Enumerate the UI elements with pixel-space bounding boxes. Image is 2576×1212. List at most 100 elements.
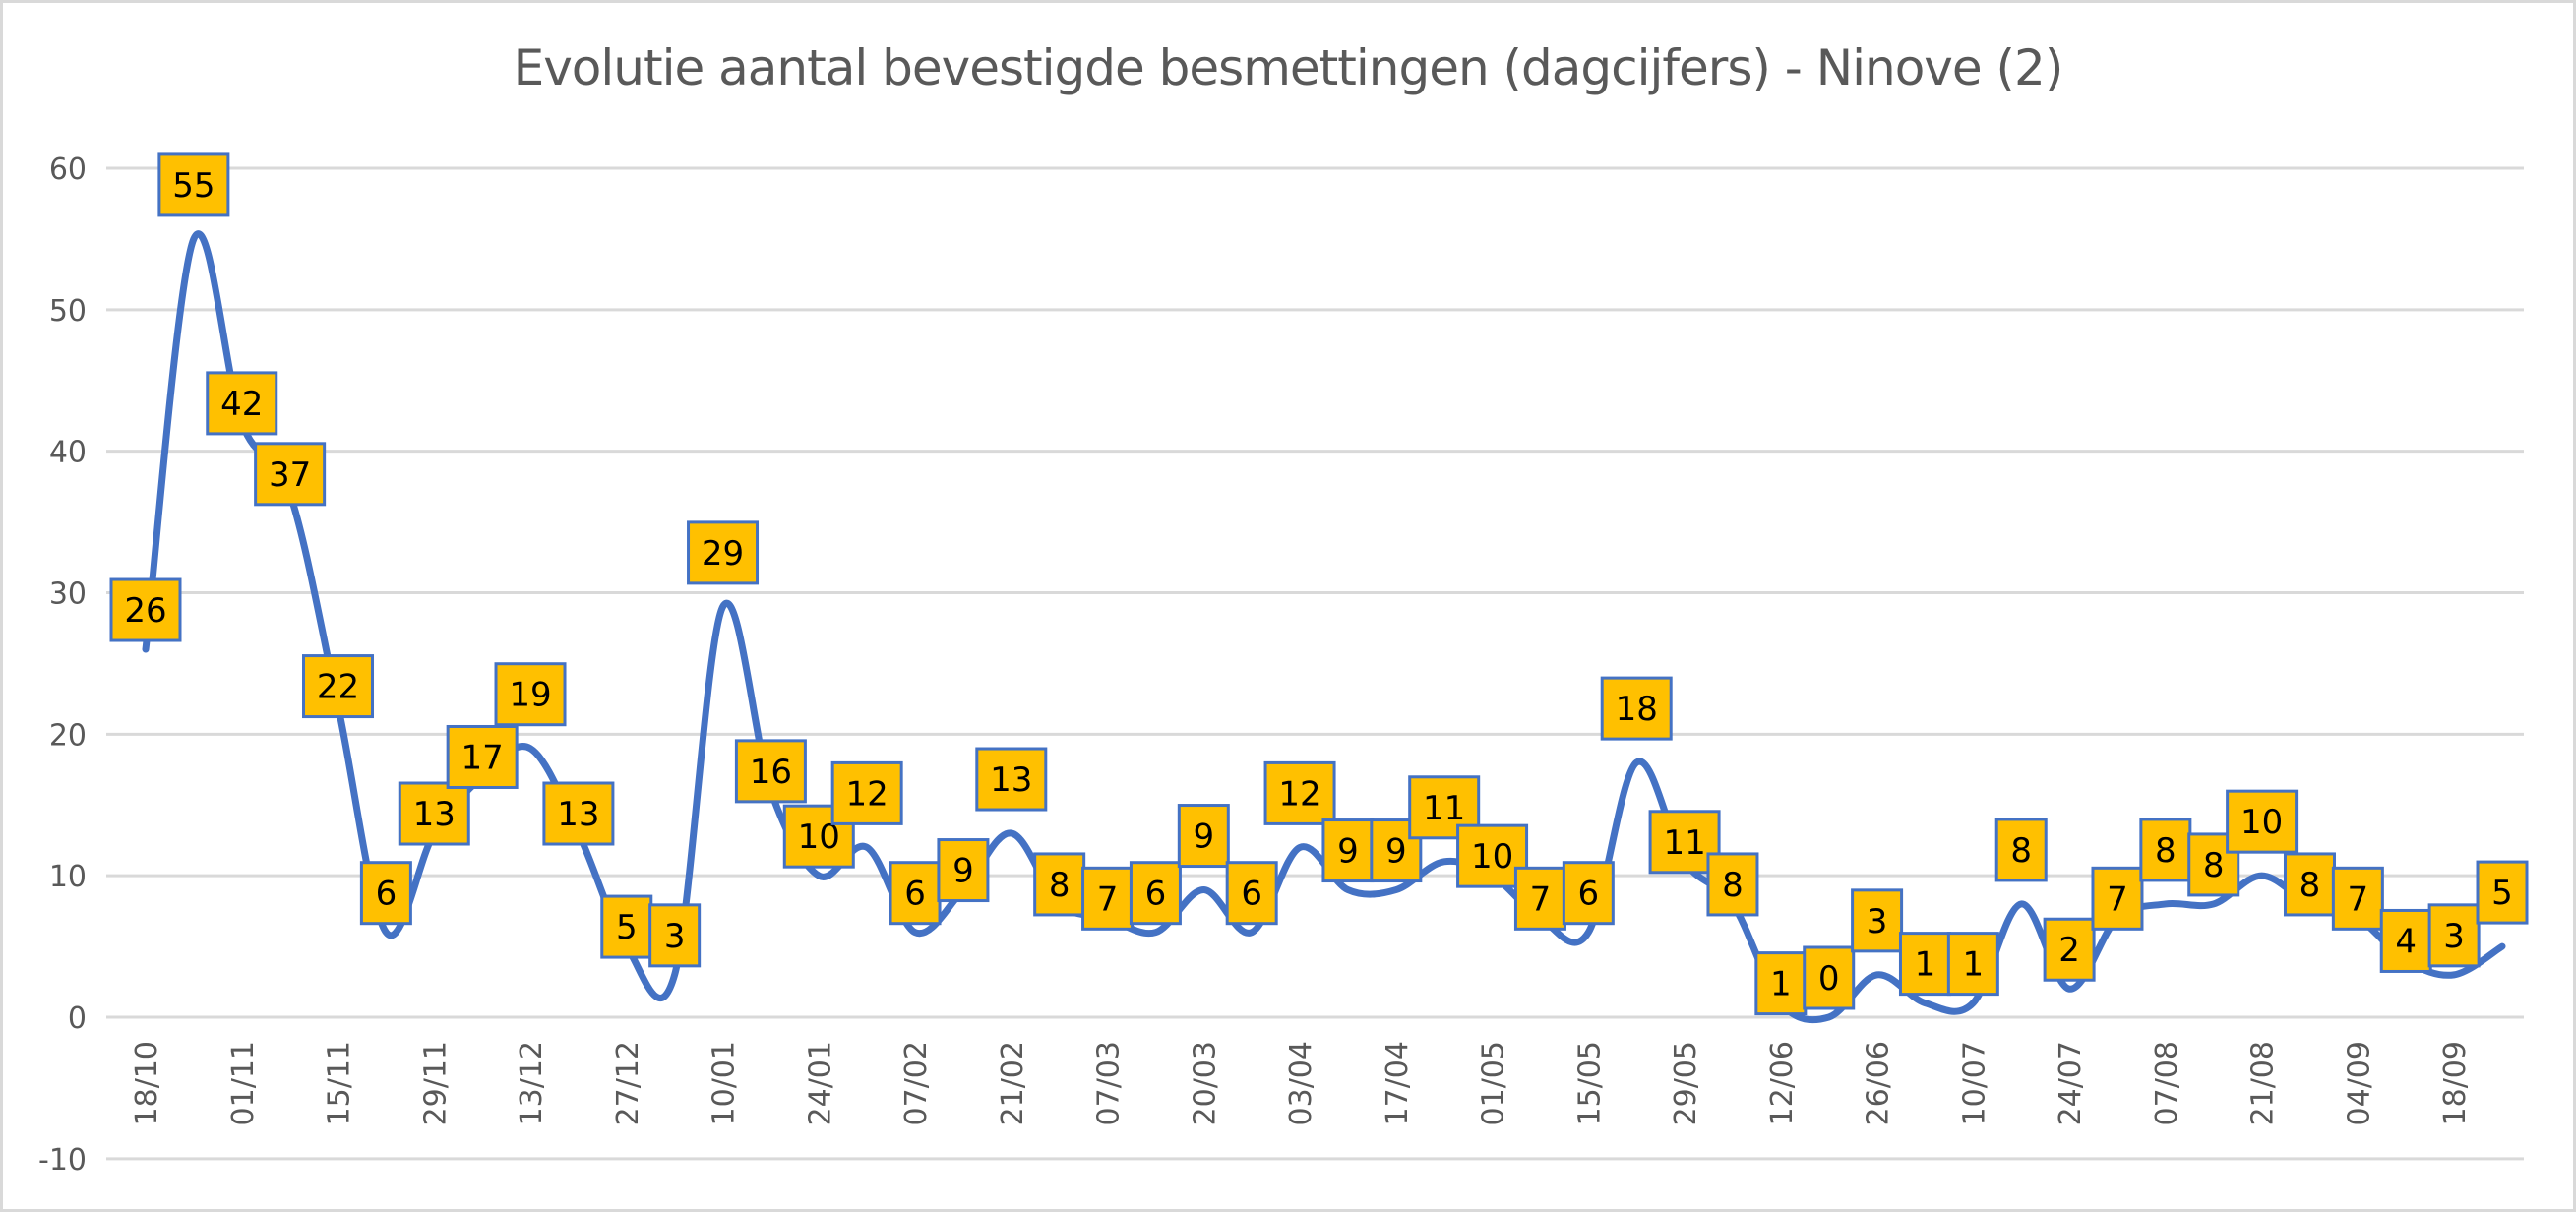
data-label-text: 7 bbox=[2348, 879, 2369, 919]
data-label: 8 bbox=[1033, 852, 1086, 917]
data-label-box bbox=[1706, 852, 1759, 917]
x-tick-label: 10/01 bbox=[707, 1041, 742, 1125]
data-label: 6 bbox=[889, 861, 942, 926]
series-line bbox=[142, 230, 2506, 1024]
data-label-text: 8 bbox=[1049, 866, 1071, 905]
y-tick-label: 0 bbox=[68, 1001, 87, 1036]
series-line-group bbox=[142, 230, 2506, 1024]
data-label: 12 bbox=[1263, 760, 1336, 825]
data-label-box bbox=[1177, 804, 1230, 869]
data-label-box bbox=[446, 724, 519, 789]
data-label: 5 bbox=[2476, 860, 2529, 925]
data-label: 13 bbox=[398, 781, 470, 846]
data-label-text: 17 bbox=[461, 738, 504, 777]
data-label-text: 13 bbox=[557, 795, 599, 834]
data-label-box bbox=[398, 781, 470, 846]
data-label-box bbox=[889, 861, 942, 926]
data-label: 2 bbox=[2043, 917, 2096, 982]
data-label: 7 bbox=[2331, 866, 2384, 931]
data-label: 6 bbox=[1225, 861, 1278, 926]
data-label-text: 3 bbox=[664, 917, 686, 956]
data-label-text: 1 bbox=[1915, 945, 1936, 985]
x-tick-label: 18/09 bbox=[2438, 1041, 2473, 1125]
data-label-text: 6 bbox=[1241, 875, 1262, 914]
x-tick-label: 07/08 bbox=[2150, 1041, 2184, 1125]
data-label: 9 bbox=[937, 838, 990, 903]
gridlines bbox=[106, 166, 2524, 1161]
data-label-box bbox=[830, 760, 903, 825]
data-label-text: 4 bbox=[2395, 922, 2417, 961]
x-tick-label: 07/02 bbox=[899, 1041, 934, 1125]
x-tick-label: 07/03 bbox=[1092, 1041, 1127, 1125]
y-tick-label: 60 bbox=[49, 152, 87, 187]
data-label-box bbox=[302, 654, 375, 719]
x-tick-label: 27/12 bbox=[611, 1041, 645, 1125]
data-label-text: 5 bbox=[616, 908, 638, 947]
data-label: 8 bbox=[2283, 852, 2336, 917]
data-label: 3 bbox=[2427, 903, 2481, 968]
data-label: 5 bbox=[600, 894, 653, 959]
data-label-box bbox=[937, 838, 990, 903]
data-label-text: 7 bbox=[1530, 879, 1552, 919]
data-label: 8 bbox=[1994, 818, 2048, 882]
data-label: 17 bbox=[446, 724, 519, 789]
data-label: 1 bbox=[1898, 932, 1951, 997]
data-label-text: 29 bbox=[702, 534, 744, 574]
data-label-text: 22 bbox=[317, 668, 359, 707]
y-axis-ticks: -10 0 10 20 30 40 50 60 bbox=[38, 152, 87, 1178]
x-tick-label: 18/10 bbox=[130, 1041, 164, 1125]
data-label-text: 16 bbox=[750, 753, 792, 792]
x-tick-label: 24/07 bbox=[2054, 1041, 2088, 1125]
data-label: 19 bbox=[494, 662, 567, 727]
data-label-box bbox=[1803, 945, 1856, 1010]
data-label-box bbox=[1513, 866, 1566, 931]
data-label-box bbox=[2331, 866, 2384, 931]
data-label: 9 bbox=[1177, 804, 1230, 869]
x-tick-label: 01/05 bbox=[1477, 1041, 1511, 1125]
data-label: 18 bbox=[1600, 676, 1673, 741]
data-label: 6 bbox=[1562, 861, 1615, 926]
data-label: 6 bbox=[1129, 861, 1182, 926]
x-tick-label: 21/02 bbox=[996, 1041, 1030, 1125]
data-label-text: 12 bbox=[1278, 774, 1320, 814]
data-label-text: 9 bbox=[1337, 832, 1359, 872]
data-label-text: 6 bbox=[904, 875, 926, 914]
data-label: 42 bbox=[206, 371, 278, 436]
data-label-box bbox=[1946, 932, 1999, 997]
data-label-text: 9 bbox=[1385, 832, 1407, 872]
data-label-box bbox=[1851, 888, 1904, 953]
x-tick-label: 26/06 bbox=[1862, 1041, 1896, 1125]
data-label-text: 13 bbox=[413, 795, 456, 834]
data-label-text: 8 bbox=[2203, 846, 2225, 885]
x-tick-label: 04/09 bbox=[2342, 1041, 2376, 1125]
data-label-box bbox=[1600, 676, 1673, 741]
data-label-text: 5 bbox=[2491, 874, 2513, 913]
data-label-text: 6 bbox=[1145, 875, 1167, 914]
data-label-text: 10 bbox=[1471, 837, 1513, 877]
data-label-text: 12 bbox=[846, 774, 889, 814]
data-label-box bbox=[1898, 932, 1951, 997]
data-label-text: 9 bbox=[952, 852, 974, 891]
data-label-box bbox=[600, 894, 653, 959]
data-label-box bbox=[2427, 903, 2481, 968]
data-label-text: 7 bbox=[2107, 879, 2128, 919]
x-tick-label: 03/04 bbox=[1284, 1041, 1319, 1125]
data-label-text: 3 bbox=[1867, 902, 1888, 941]
data-label: 16 bbox=[734, 739, 807, 804]
data-label-box bbox=[1033, 852, 1086, 917]
data-label-box bbox=[2283, 852, 2336, 917]
data-label-text: 37 bbox=[269, 455, 311, 495]
data-label-text: 8 bbox=[2300, 866, 2321, 905]
data-label: 7 bbox=[2091, 866, 2144, 931]
y-tick-label: -10 bbox=[38, 1143, 87, 1178]
data-label: 3 bbox=[1851, 888, 1904, 953]
data-label-box bbox=[494, 662, 567, 727]
y-tick-label: 40 bbox=[49, 436, 87, 470]
data-label-box bbox=[359, 861, 412, 926]
data-label-text: 26 bbox=[124, 591, 166, 631]
data-label-box bbox=[1225, 861, 1278, 926]
x-tick-label: 13/12 bbox=[515, 1041, 549, 1125]
x-axis-ticks: 18/10 01/11 15/11 29/11 13/12 27/12 10/01 24/01… bbox=[130, 1041, 2473, 1125]
